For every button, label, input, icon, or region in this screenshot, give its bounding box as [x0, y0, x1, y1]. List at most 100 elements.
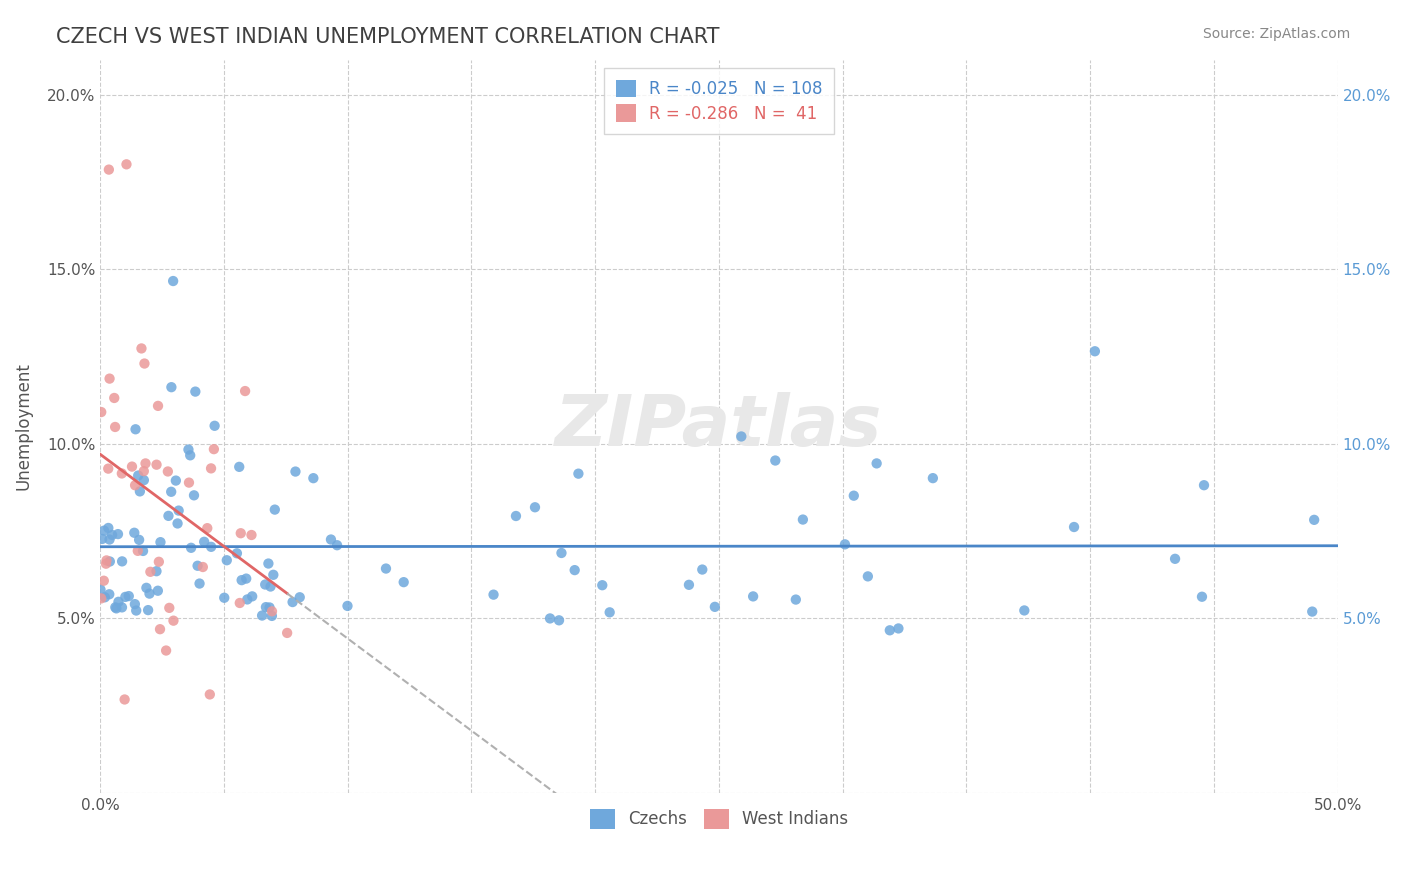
Czechs — [214, 591, 236, 605]
Czechs — [879, 624, 901, 638]
Czechs — [200, 540, 222, 554]
Czechs — [107, 527, 129, 541]
West Indians — [162, 614, 184, 628]
Czechs — [146, 583, 169, 598]
Czechs — [730, 429, 752, 443]
Czechs — [254, 577, 277, 591]
Czechs — [225, 546, 247, 560]
Czechs — [167, 503, 190, 517]
Czechs — [124, 597, 146, 611]
Czechs — [111, 600, 134, 615]
Czechs — [138, 586, 160, 600]
West Indians — [260, 604, 283, 618]
West Indians — [229, 596, 252, 610]
Czechs — [98, 587, 121, 601]
Czechs — [254, 600, 277, 615]
West Indians — [90, 405, 112, 419]
Czechs — [136, 603, 159, 617]
West Indians — [93, 574, 115, 588]
West Indians — [127, 544, 149, 558]
West Indians — [198, 688, 221, 702]
Czechs — [101, 528, 124, 542]
Czechs — [538, 611, 561, 625]
Czechs — [1303, 513, 1326, 527]
Czechs — [105, 601, 128, 615]
West Indians — [155, 643, 177, 657]
West Indians — [115, 157, 138, 171]
Czechs — [165, 474, 187, 488]
Czechs — [111, 554, 134, 568]
Czechs — [250, 608, 273, 623]
Text: ZIPatlas: ZIPatlas — [555, 392, 883, 460]
West Indians — [148, 555, 170, 569]
Czechs — [215, 553, 238, 567]
West Indians — [156, 465, 179, 479]
Czechs — [792, 512, 814, 526]
Czechs — [1084, 344, 1107, 359]
Czechs — [866, 457, 889, 471]
Czechs — [162, 274, 184, 288]
West Indians — [177, 475, 200, 490]
Czechs — [742, 590, 765, 604]
West Indians — [145, 458, 167, 472]
Czechs — [785, 592, 807, 607]
West Indians — [94, 557, 117, 571]
Czechs — [567, 467, 589, 481]
Czechs — [1192, 478, 1215, 492]
Czechs — [678, 578, 700, 592]
Czechs — [524, 500, 547, 515]
Czechs — [505, 508, 527, 523]
West Indians — [139, 565, 162, 579]
Czechs — [91, 532, 114, 546]
West Indians — [149, 622, 172, 636]
West Indians — [200, 461, 222, 475]
Czechs — [921, 471, 943, 485]
Czechs — [114, 590, 136, 604]
Czechs — [124, 422, 146, 436]
Text: Source: ZipAtlas.com: Source: ZipAtlas.com — [1202, 27, 1350, 41]
Czechs — [179, 448, 201, 462]
West Indians — [191, 560, 214, 574]
Czechs — [193, 534, 215, 549]
West Indians — [97, 461, 120, 475]
Legend: Czechs, West Indians: Czechs, West Indians — [583, 802, 855, 836]
Czechs — [375, 561, 398, 575]
Czechs — [183, 488, 205, 502]
Czechs — [1301, 605, 1323, 619]
Czechs — [482, 588, 505, 602]
West Indians — [97, 162, 120, 177]
West Indians — [131, 342, 153, 356]
Czechs — [184, 384, 207, 399]
Czechs — [125, 603, 148, 617]
West Indians — [90, 591, 112, 606]
Czechs — [107, 595, 129, 609]
West Indians — [134, 457, 156, 471]
Czechs — [1014, 603, 1036, 617]
Czechs — [336, 599, 359, 613]
West Indians — [233, 384, 256, 398]
Czechs — [177, 442, 200, 457]
Czechs — [240, 590, 263, 604]
Czechs — [288, 591, 311, 605]
West Indians — [103, 391, 125, 405]
West Indians — [132, 464, 155, 478]
West Indians — [195, 521, 218, 535]
Czechs — [834, 537, 856, 551]
Czechs — [259, 580, 281, 594]
Czechs — [260, 608, 283, 623]
Czechs — [703, 599, 725, 614]
Czechs — [89, 582, 111, 597]
Czechs — [94, 591, 117, 605]
Czechs — [392, 575, 415, 590]
Text: CZECH VS WEST INDIAN UNEMPLOYMENT CORRELATION CHART: CZECH VS WEST INDIAN UNEMPLOYMENT CORREL… — [56, 27, 720, 46]
West Indians — [240, 528, 263, 542]
West Indians — [111, 467, 134, 481]
Czechs — [550, 546, 572, 560]
Czechs — [98, 554, 121, 568]
Czechs — [93, 524, 115, 538]
Czechs — [128, 484, 150, 499]
Czechs — [259, 600, 281, 615]
Czechs — [160, 484, 183, 499]
Czechs — [263, 502, 285, 516]
Czechs — [160, 380, 183, 394]
